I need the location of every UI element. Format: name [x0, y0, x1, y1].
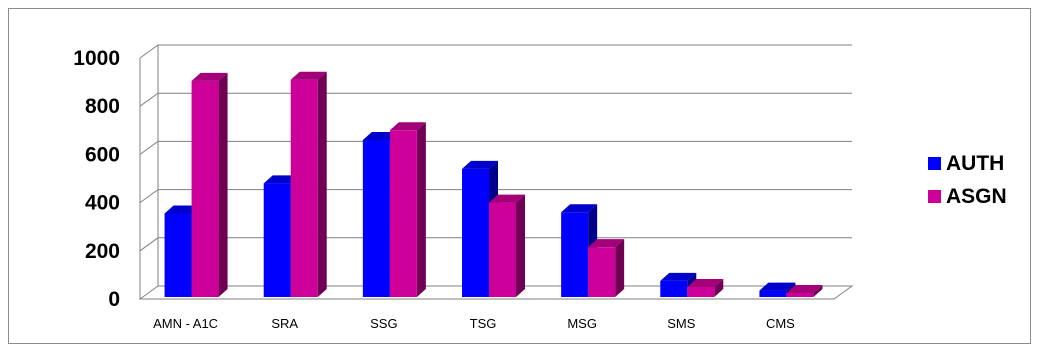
legend-item-auth: AUTH — [928, 147, 1007, 180]
bar-auth-4 — [561, 212, 589, 297]
bar-top-auth-5 — [660, 272, 697, 281]
bar-side-asgn-1 — [317, 71, 327, 297]
bar-top-auth-4 — [561, 204, 598, 213]
x-tick-label: TSG — [470, 316, 497, 331]
bar-auth-2 — [362, 139, 390, 297]
gridline — [139, 92, 852, 107]
bar-side-asgn-6 — [813, 284, 823, 297]
x-tick-label: AMN - A1C — [153, 316, 218, 331]
x-tick-label: SMS — [667, 316, 696, 331]
bar-auth-0 — [164, 213, 192, 297]
x-tick-label: CMS — [766, 316, 795, 331]
bar-top-asgn-1 — [290, 71, 327, 80]
bar-side-asgn-0 — [218, 72, 228, 298]
bar-side-asgn-3 — [516, 194, 525, 297]
x-tick-label: MSG — [567, 316, 597, 331]
y-tick-label: 800 — [85, 95, 120, 118]
legend-label-auth: AUTH — [946, 151, 1005, 175]
y-tick-label: 400 — [85, 192, 120, 215]
y-axis-ticks: 0 200 400 600 800 1000 — [73, 47, 120, 311]
legend: AUTH ASGN — [928, 147, 1007, 213]
bar-top-asgn-6 — [786, 284, 823, 293]
y-tick-label: 200 — [85, 240, 120, 263]
bar-top-asgn-5 — [687, 278, 724, 287]
y-tick-label: 600 — [85, 143, 120, 166]
legend-swatch-auth — [928, 157, 941, 170]
gridline — [139, 237, 852, 252]
bar-top-asgn-3 — [489, 194, 525, 203]
bar-asgn-4 — [588, 247, 616, 297]
bar-asgn-6 — [786, 292, 814, 297]
gridline — [139, 44, 852, 59]
x-tick-label: SSG — [370, 316, 397, 331]
gridline — [139, 140, 852, 155]
bar-asgn-1 — [290, 79, 318, 297]
x-tick-label: SRA — [271, 316, 298, 331]
x-axis-ticks: AMN - A1C SRA SSG TSG MSG SMS CMS — [153, 316, 795, 331]
bar-side-asgn-5 — [714, 278, 724, 297]
bar-top-asgn-2 — [389, 122, 426, 131]
bar-auth-3 — [462, 168, 489, 297]
bar-top-asgn-0 — [191, 72, 228, 81]
bar-asgn-5 — [687, 286, 715, 297]
gridlines — [139, 44, 852, 252]
bar-top-auth-3 — [462, 160, 498, 169]
bar-top-auth-6 — [759, 282, 796, 291]
bar-asgn-0 — [191, 80, 219, 298]
bars — [164, 71, 823, 298]
bar-asgn-3 — [489, 202, 516, 297]
bar-side-asgn-4 — [615, 239, 625, 297]
gridline — [139, 189, 852, 204]
legend-item-asgn: ASGN — [928, 180, 1007, 213]
bar-asgn-2 — [389, 130, 417, 297]
y-tick-label: 1000 — [73, 47, 120, 70]
bar-top-asgn-4 — [588, 239, 625, 248]
bar-auth-1 — [263, 183, 291, 297]
legend-swatch-asgn — [928, 190, 941, 203]
bar-side-asgn-2 — [416, 122, 426, 297]
y-tick-label: 0 — [108, 288, 120, 311]
bar-auth-5 — [660, 280, 688, 297]
legend-label-asgn: ASGN — [946, 184, 1007, 208]
bar-auth-6 — [759, 290, 787, 297]
